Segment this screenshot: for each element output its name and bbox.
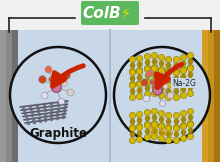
Bar	[0, 30, 18, 162]
Text: ⚡: ⚡	[121, 7, 131, 21]
Circle shape	[10, 47, 106, 143]
Bar	[0, 30, 6, 162]
FancyBboxPatch shape	[81, 1, 139, 25]
Bar	[202, 30, 220, 162]
Text: TiS: TiS	[148, 127, 168, 139]
Text: 2: 2	[167, 131, 173, 139]
Bar	[214, 30, 220, 162]
Text: Na-2G: Na-2G	[172, 79, 196, 87]
Bar	[12, 30, 18, 162]
Bar	[0, 30, 220, 162]
Text: ColB: ColB	[83, 6, 121, 22]
Circle shape	[114, 47, 210, 143]
Bar	[202, 30, 208, 162]
Text: Graphite: Graphite	[29, 127, 87, 139]
Bar	[0, 0, 220, 30]
